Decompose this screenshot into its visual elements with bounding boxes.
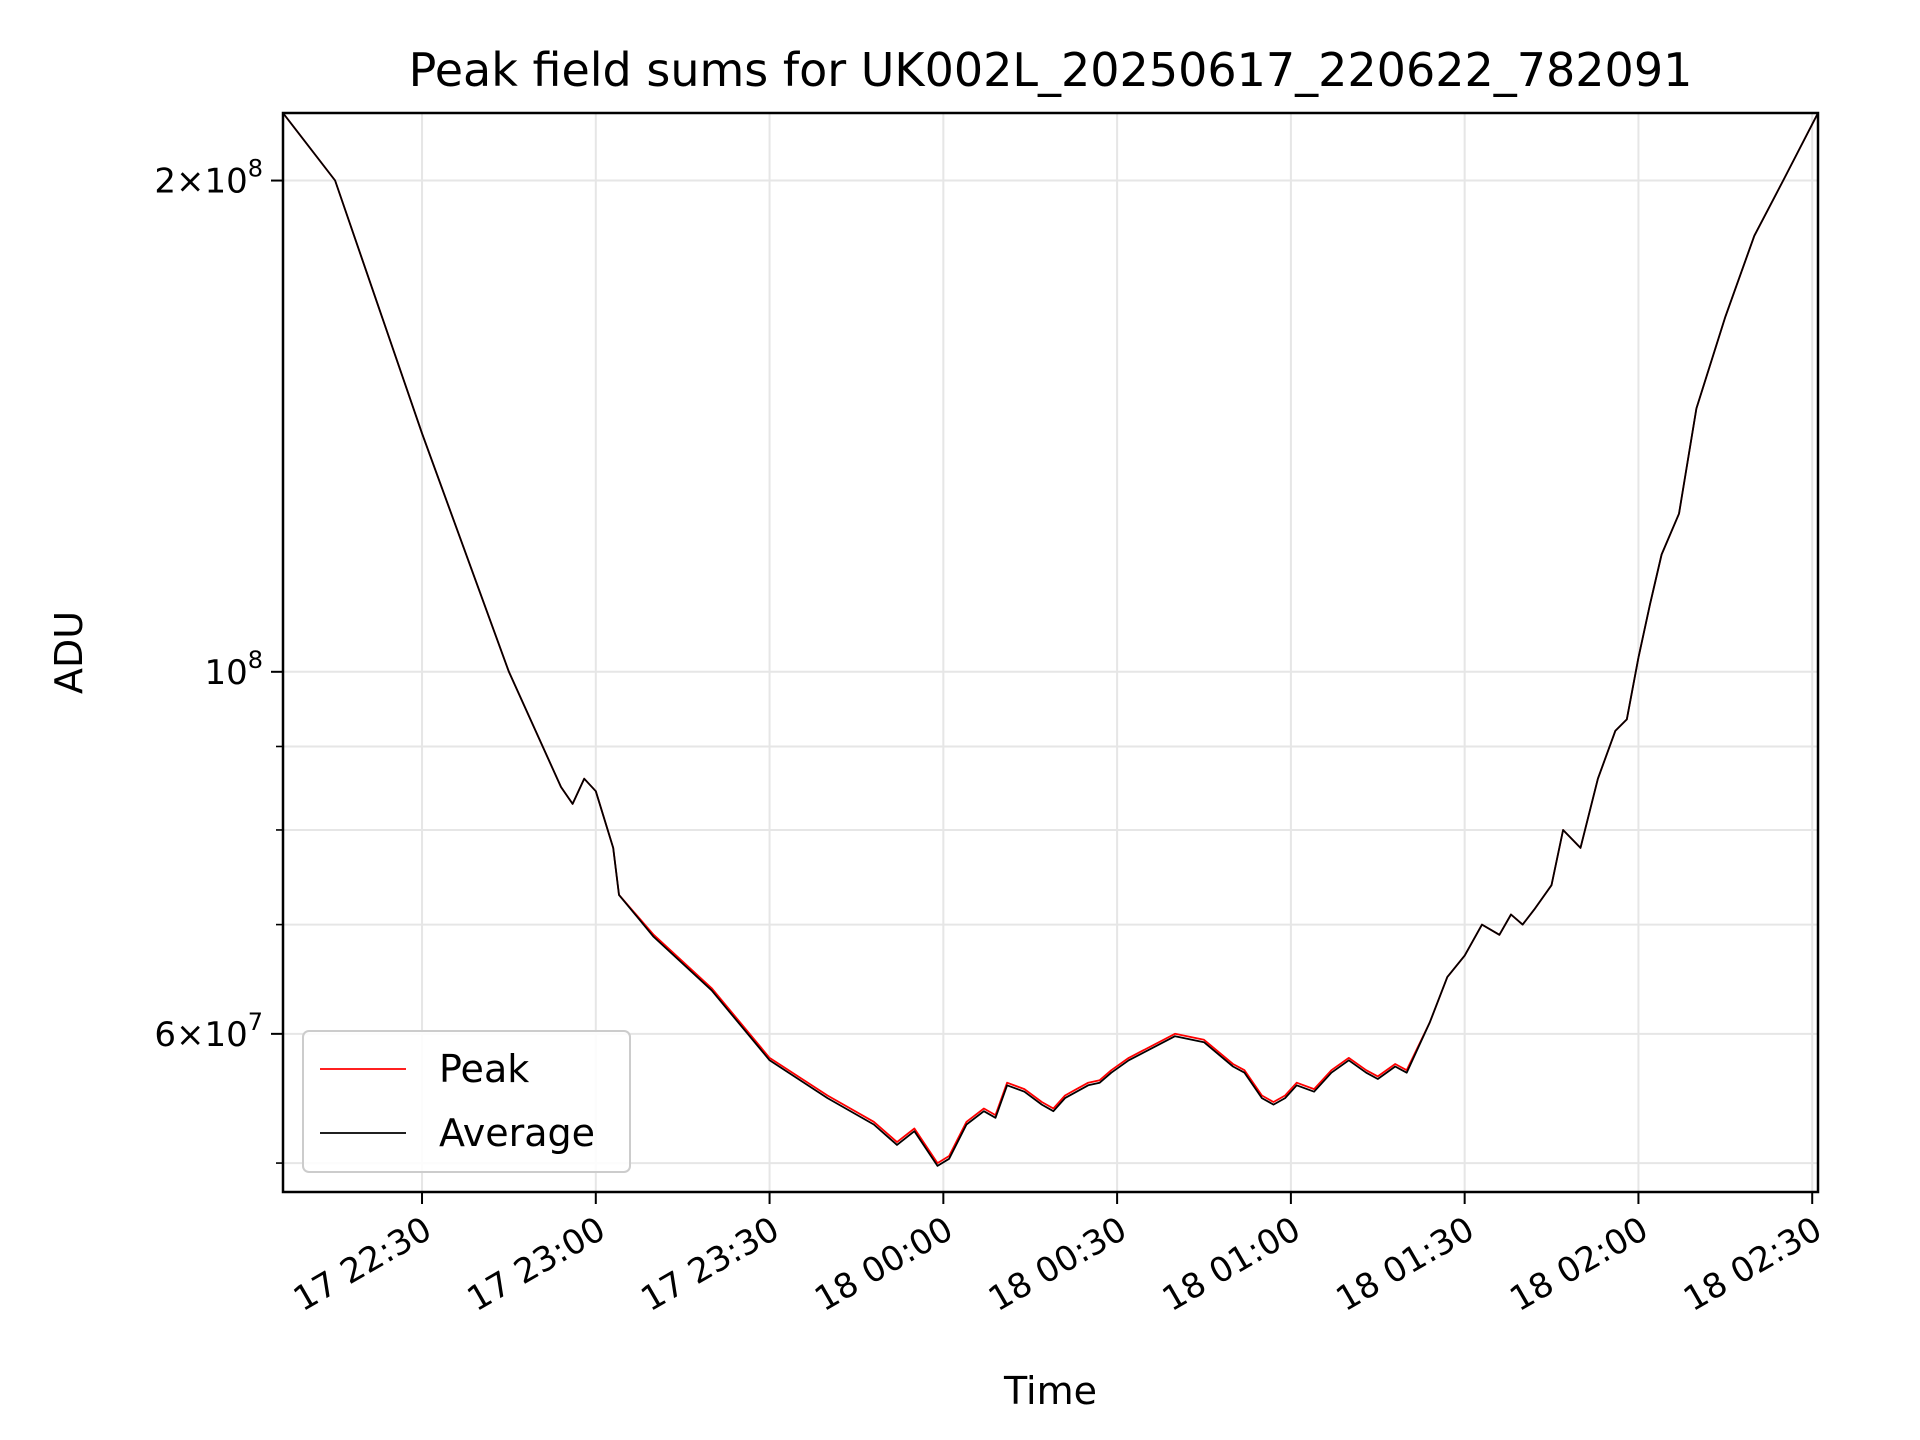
- y-tick-label: 6×107: [154, 1008, 263, 1055]
- legend-label-average: Average: [439, 1111, 595, 1155]
- y-tick-base: 10: [204, 162, 247, 202]
- legend: Peak Average: [302, 1030, 631, 1173]
- y-tick-times: ×: [176, 162, 205, 202]
- y-tick-mantissa: 6: [154, 1015, 176, 1055]
- y-tick-base: 10: [204, 653, 247, 693]
- y-tick-exponent: 8: [248, 646, 263, 674]
- series-line-average: [282, 112, 1819, 1167]
- y-tick-mantissa: 2: [154, 162, 176, 202]
- legend-label-peak: Peak: [439, 1047, 529, 1091]
- series-layer: [282, 112, 1819, 1167]
- plot-frame: [281, 111, 1820, 1194]
- y-tick-base: 10: [204, 1015, 247, 1055]
- grid: [283, 113, 1818, 1192]
- y-tick-exponent: 8: [248, 155, 263, 183]
- y-tick-times: ×: [176, 1015, 205, 1055]
- x-axis-label: Time: [1003, 1369, 1097, 1413]
- legend-box: [302, 1030, 631, 1173]
- y-axis-label: ADU: [47, 611, 91, 694]
- y-tick-label: 108: [204, 646, 263, 693]
- y-tick-exponent: 7: [248, 1008, 263, 1036]
- y-tick-label: 2×108: [154, 155, 263, 202]
- chart-title: Peak field sums for UK002L_20250617_2206…: [409, 43, 1693, 97]
